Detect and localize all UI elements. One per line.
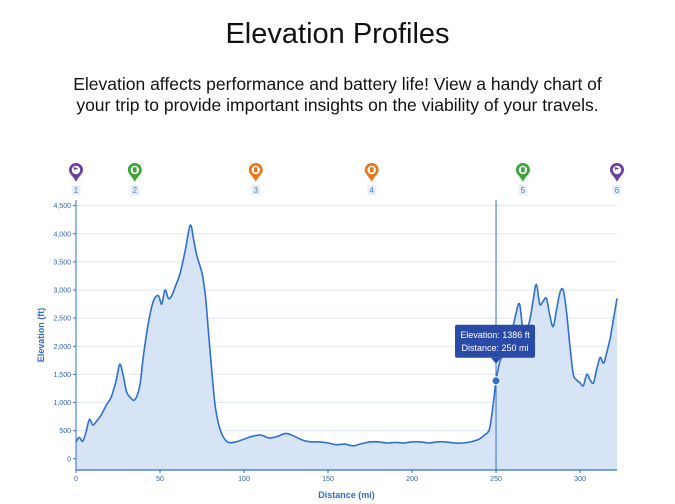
elevation-line <box>75 224 618 447</box>
route-marker-4[interactable]: 4 <box>364 163 379 195</box>
x-tick-label: 50 <box>156 476 164 483</box>
tick-labels: 05001,0001,5002,0002,5003,0003,5004,0004… <box>53 203 586 483</box>
y-tick-label: 500 <box>59 428 71 435</box>
flag-glyph <box>74 167 79 173</box>
y-tick-label: 4,500 <box>53 203 71 210</box>
x-tick-label: 200 <box>406 476 418 483</box>
y-tick-label: 1,000 <box>53 400 71 407</box>
charger-glyph <box>253 167 258 173</box>
y-tick-label: 0 <box>67 456 71 463</box>
marker-badge <box>130 185 140 195</box>
marker-number: 6 <box>615 186 620 195</box>
marker-number: 1 <box>74 186 79 195</box>
marker-badge <box>612 185 622 195</box>
tooltip-box <box>455 324 536 358</box>
tooltip-distance: Distance: 250 mi <box>462 343 529 353</box>
x-tick-label: 250 <box>490 476 502 483</box>
y-tick-label: 3,500 <box>53 259 71 266</box>
charger-glyph <box>369 167 374 173</box>
x-tick-label: 100 <box>238 476 250 483</box>
route-marker-1[interactable]: 1 <box>69 163 83 195</box>
marker-badge <box>518 185 528 195</box>
axes <box>75 200 617 471</box>
route-markers: 1 2 3 4 5 6 <box>69 162 624 195</box>
tooltip-elevation: Elevation: 1386 ft <box>460 330 530 340</box>
marker-number: 3 <box>254 186 259 195</box>
y-axis-label: Elevation (ft) <box>36 308 46 363</box>
route-marker-3[interactable]: 3 <box>248 163 263 195</box>
marker-number: 5 <box>521 186 526 195</box>
charger-glyph <box>521 167 525 173</box>
marker-badge <box>251 185 261 195</box>
page-description: Elevation affects performance and batter… <box>73 74 602 115</box>
cursor-point[interactable] <box>491 376 501 386</box>
x-tick-label: 150 <box>322 476 334 483</box>
flag-glyph <box>615 167 620 173</box>
y-tick-label: 3,000 <box>53 288 71 295</box>
x-axis-label: Distance (mi) <box>318 490 375 500</box>
tooltip: Elevation: 1386 ft Distance: 250 mi <box>455 324 536 364</box>
marker-number: 4 <box>369 186 374 195</box>
route-marker-6[interactable]: 6 <box>610 163 624 195</box>
elevation-area <box>76 225 617 470</box>
route-marker-5[interactable]: 5 <box>515 163 530 195</box>
marker-number: 2 <box>133 186 138 195</box>
marker-badge <box>71 185 81 195</box>
route-marker-2[interactable]: 2 <box>127 162 142 195</box>
y-tick-label: 1,500 <box>53 372 71 379</box>
flag-icon <box>612 165 622 175</box>
flag-icon <box>71 165 81 175</box>
x-tick-label: 0 <box>74 476 78 483</box>
tooltip-arrow <box>491 357 502 364</box>
x-tick-label: 300 <box>574 476 586 483</box>
y-tick-label: 4,000 <box>53 231 71 238</box>
page-title: Elevation Profiles <box>225 18 450 50</box>
y-tick-label: 2,000 <box>53 344 71 351</box>
marker-badge <box>367 185 377 195</box>
charger-glyph <box>133 167 137 173</box>
y-tick-label: 2,500 <box>53 316 71 323</box>
